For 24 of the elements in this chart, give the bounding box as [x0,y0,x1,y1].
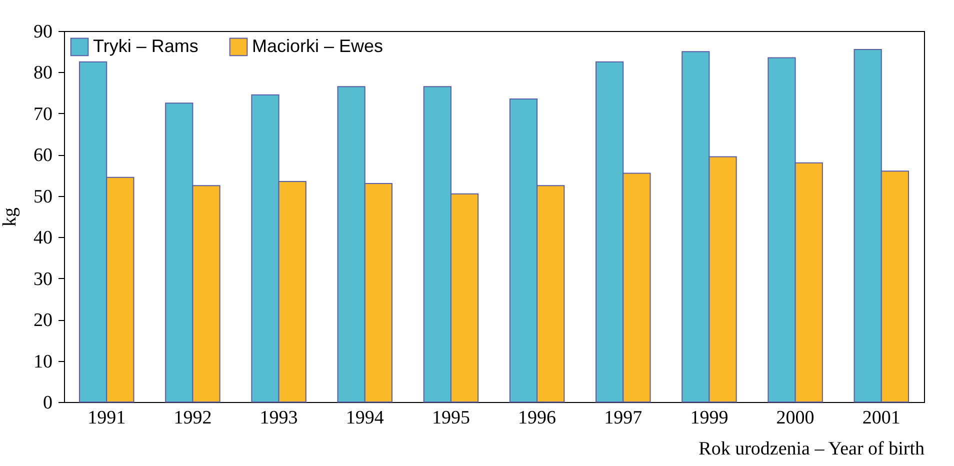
y-tick-label: 0 [43,392,52,414]
y-tick-label: 10 [34,351,52,372]
y-tick-label: 50 [34,186,52,208]
x-tick-label: 1992 [174,408,212,428]
x-tick-label: 2000 [776,408,814,428]
legend-label: Tryki – Rams [93,36,198,56]
x-tick-label: 1991 [88,408,126,428]
y-tick-label: 20 [34,310,52,332]
x-tick-label: 2001 [862,408,900,428]
x-axis-title: Rok urodzenia – Year of birth [698,438,925,460]
y-tick-label: 60 [34,145,52,166]
y-tick-label: 30 [34,268,52,290]
x-tick-label: 1999 [690,408,728,428]
legend-label: Maciorki – Ewes [252,36,384,56]
x-tick-label: 1995 [432,408,470,428]
y-tick-label: 90 [34,22,52,42]
x-tick-label: 1997 [604,408,642,428]
y-axis-title: kg [0,207,20,226]
x-tick-label: 1993 [260,408,298,428]
y-tick-label: 80 [34,62,52,84]
y-tick-label: 40 [34,228,52,249]
y-tick-label: 70 [34,104,52,125]
x-tick-label: 1994 [346,408,384,428]
x-tick-label: 1996 [518,408,556,428]
